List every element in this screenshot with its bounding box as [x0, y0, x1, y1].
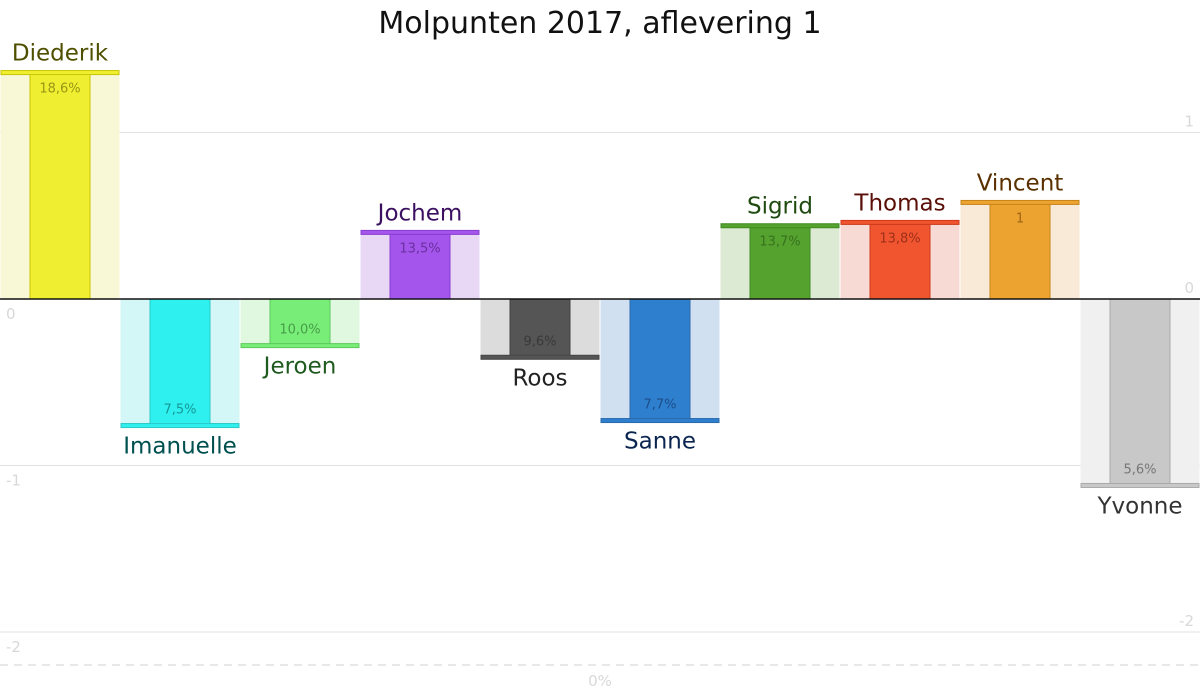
- bar-group: 9,6% Roos: [480, 298, 600, 391]
- bar-cap: [120, 423, 240, 429]
- bar-value-label: 5,6%: [1123, 462, 1156, 477]
- bar-cap: [600, 418, 720, 424]
- bar-name-label: Jochem: [376, 200, 463, 226]
- bar-value-label: 18,6%: [39, 82, 80, 97]
- chart-title: Molpunten 2017, aflevering 1: [378, 6, 821, 41]
- y-tick-label-right: 1: [1184, 113, 1194, 131]
- y-tick-label-right: -2: [1179, 612, 1194, 630]
- bar-group: 13,8% Thomas: [840, 190, 960, 300]
- bar-value-label: 13,7%: [759, 235, 800, 250]
- bar-cap: [240, 343, 360, 349]
- bar-cap: [0, 70, 120, 76]
- bar-cap: [1080, 482, 1200, 488]
- bar-cap: [960, 199, 1080, 205]
- bar-value-label: 7,7%: [643, 398, 676, 413]
- bar-name-label: Sigrid: [747, 194, 813, 220]
- bar-group: 13,5% Jochem: [360, 200, 480, 300]
- bar-value-label: 1: [1016, 211, 1024, 226]
- bar-group: 13,7% Sigrid: [720, 194, 840, 300]
- bar-group: 18,6% Diederik: [0, 41, 120, 300]
- bar-group: 1 Vincent: [960, 170, 1080, 300]
- bar-group: 5,6% Yvonne: [1080, 298, 1200, 519]
- bar-name-label: Vincent: [977, 170, 1064, 196]
- bar: [869, 221, 931, 300]
- bar-value-label: 9,6%: [523, 334, 556, 349]
- bar-cap: [480, 354, 600, 360]
- y-tick-label-left: -2: [6, 638, 21, 656]
- bar: [509, 298, 571, 358]
- bar-name-label: Imanuelle: [123, 434, 237, 460]
- bar-cap: [360, 229, 480, 235]
- bar: [749, 225, 811, 300]
- bar: [1109, 298, 1171, 486]
- bar: [29, 72, 91, 300]
- bar-value-label: 13,5%: [399, 241, 440, 256]
- bar-name-label: Jeroen: [262, 354, 337, 380]
- baseline-label: 0%: [588, 672, 612, 690]
- bar: [389, 231, 451, 300]
- bar-group: 10,0% Jeroen: [240, 298, 360, 380]
- bar-name-label: Sanne: [624, 429, 696, 455]
- bar-cap: [720, 223, 840, 229]
- y-tick-label-right: 0: [1184, 279, 1194, 297]
- bar-cap: [840, 219, 960, 225]
- bar-value-label: 7,5%: [163, 403, 196, 418]
- bar-value-label: 13,8%: [879, 231, 920, 246]
- y-tick-label-left: 0: [6, 305, 16, 323]
- bar: [629, 298, 691, 422]
- bar-name-label: Diederik: [12, 41, 109, 67]
- bar-name-label: Yvonne: [1096, 493, 1182, 519]
- bar-name-label: Thomas: [853, 190, 945, 216]
- bar-name-label: Roos: [512, 365, 567, 391]
- y-tick-label-left: -1: [6, 472, 21, 490]
- bar-group: 7,7% Sanne: [600, 298, 720, 455]
- bar-group: 7,5% Imanuelle: [120, 298, 240, 460]
- bar-value-label: 10,0%: [279, 323, 320, 338]
- bar: [989, 201, 1051, 300]
